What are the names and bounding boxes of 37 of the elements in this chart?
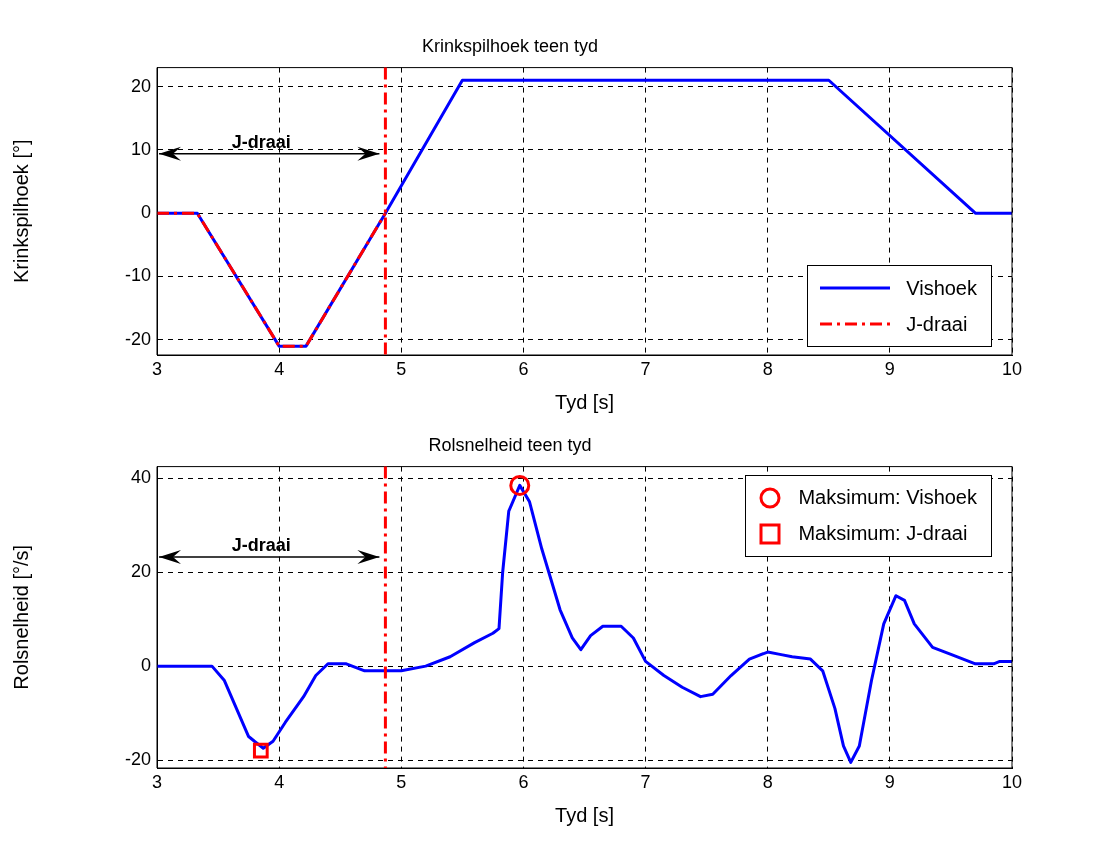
- x-tick-label: 5: [396, 771, 407, 792]
- x-tick-label: 8: [762, 771, 773, 792]
- x-tick-label: 4: [274, 358, 285, 379]
- legend-label: Vishoek: [906, 276, 977, 300]
- y-tick-label: 40: [130, 467, 151, 488]
- x-axis-title: Tyd [s]: [555, 803, 614, 826]
- y-axis-title: Rolsnelheid [°/s]: [9, 544, 32, 690]
- chart-title: Krinkspilhoek teen tyd: [421, 35, 599, 56]
- x-tick-label: 5: [396, 358, 407, 379]
- y-tick-label: -10: [124, 265, 151, 286]
- y-tick-label: 10: [130, 138, 151, 159]
- x-tick-label: 3: [151, 771, 163, 792]
- legend-label: Maksimum: J-draai: [798, 522, 968, 546]
- chart-title: Rolsnelheid teen tyd: [428, 434, 592, 455]
- y-tick-label: 20: [130, 75, 151, 96]
- x-tick-label: 9: [884, 771, 895, 792]
- x-axis-title: Tyd [s]: [555, 390, 614, 413]
- y-tick-label: 20: [130, 561, 151, 582]
- x-tick-label: 3: [151, 358, 163, 379]
- x-tick-label: 10: [1001, 771, 1023, 792]
- x-tick-label: 8: [762, 358, 773, 379]
- y-tick-label: 0: [140, 202, 151, 223]
- legend-label: J-draai: [906, 312, 968, 336]
- y-tick-label: -20: [124, 328, 151, 349]
- annotation: J-draai: [231, 131, 291, 152]
- x-tick-label: 6: [518, 358, 529, 379]
- y-axis-title: Krinkspilhoek [°]: [9, 139, 32, 284]
- x-tick-label: 4: [274, 771, 285, 792]
- y-tick-label: -20: [124, 748, 151, 769]
- annotation: J-draai: [231, 534, 291, 555]
- x-tick-label: 10: [1001, 358, 1023, 379]
- x-tick-label: 7: [640, 358, 651, 379]
- x-tick-label: 6: [518, 771, 529, 792]
- y-tick-label: 0: [140, 655, 151, 676]
- x-tick-label: 7: [640, 771, 651, 792]
- x-tick-label: 9: [884, 358, 895, 379]
- legend-label: Maksimum: Vishoek: [798, 486, 977, 510]
